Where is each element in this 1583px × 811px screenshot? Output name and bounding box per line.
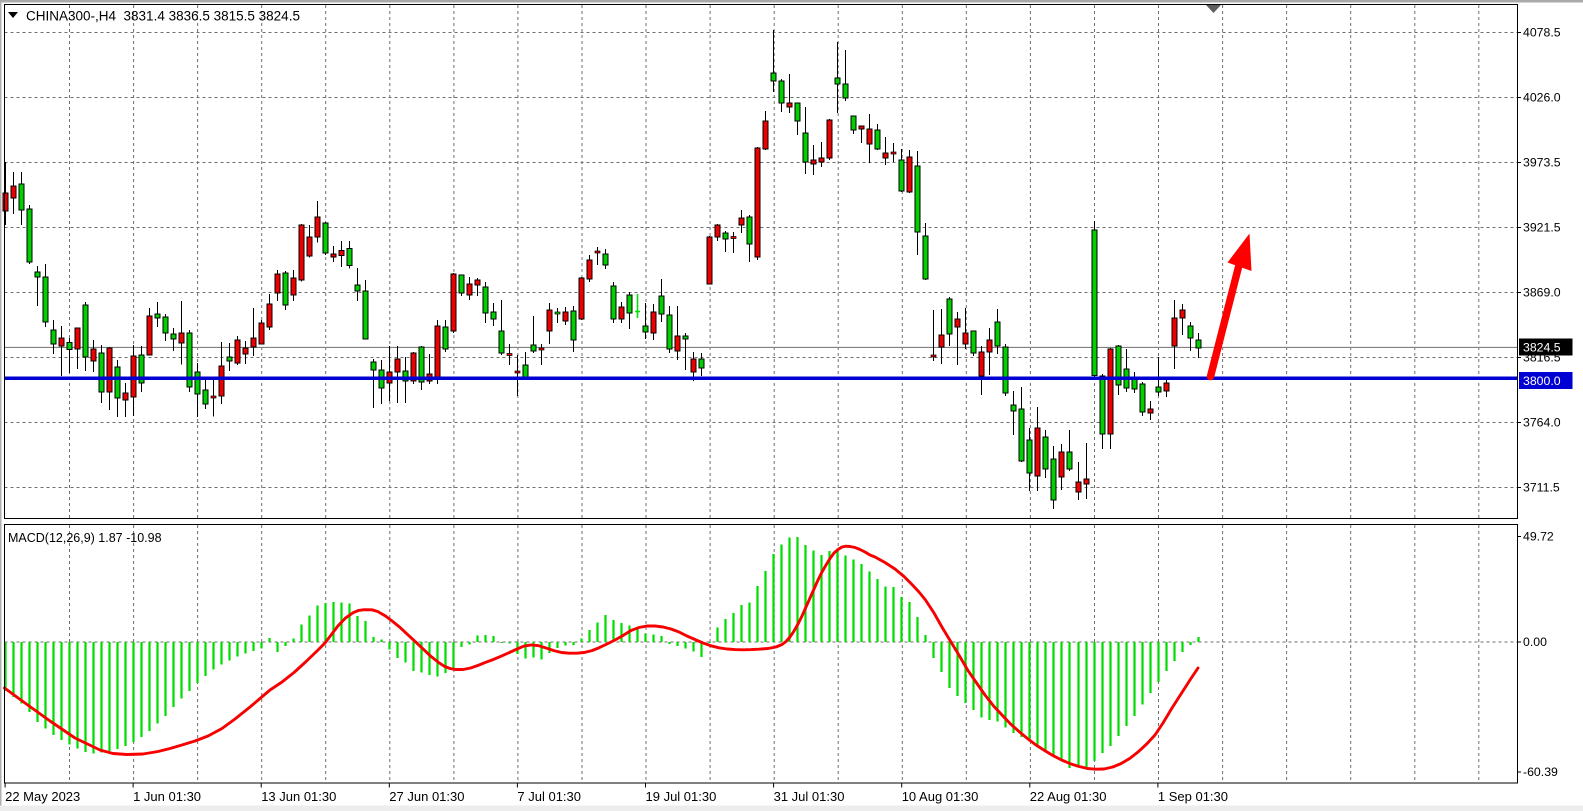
svg-text:0.00: 0.00 bbox=[1523, 635, 1547, 649]
svg-text:31 Jul 01:30: 31 Jul 01:30 bbox=[774, 789, 845, 804]
svg-text:19 Jul 01:30: 19 Jul 01:30 bbox=[646, 789, 717, 804]
svg-text:22 Aug 01:30: 22 Aug 01:30 bbox=[1030, 789, 1107, 804]
svg-text:49.72: 49.72 bbox=[1523, 530, 1554, 544]
svg-text:27 Jun 01:30: 27 Jun 01:30 bbox=[389, 789, 464, 804]
svg-text:1 Jun 01:30: 1 Jun 01:30 bbox=[133, 789, 201, 804]
svg-text:22 May 2023: 22 May 2023 bbox=[5, 789, 80, 804]
svg-text:3973.5: 3973.5 bbox=[1523, 156, 1561, 170]
svg-text:4026.0: 4026.0 bbox=[1523, 91, 1561, 105]
svg-text:3764.0: 3764.0 bbox=[1523, 416, 1561, 430]
svg-text:10 Aug 01:30: 10 Aug 01:30 bbox=[902, 789, 979, 804]
svg-text:-60.39: -60.39 bbox=[1523, 765, 1558, 779]
svg-text:4078.5: 4078.5 bbox=[1523, 26, 1561, 40]
svg-text:3824.5: 3824.5 bbox=[1523, 341, 1561, 355]
svg-text:3711.5: 3711.5 bbox=[1523, 481, 1560, 495]
svg-text:3921.5: 3921.5 bbox=[1523, 221, 1561, 235]
svg-text:3800.0: 3800.0 bbox=[1523, 374, 1561, 388]
svg-text:1 Sep 01:30: 1 Sep 01:30 bbox=[1158, 789, 1228, 804]
svg-text:13 Jun 01:30: 13 Jun 01:30 bbox=[261, 789, 336, 804]
svg-text:3869.0: 3869.0 bbox=[1523, 286, 1561, 300]
svg-text:MACD(12,26,9) 1.87 -10.98: MACD(12,26,9) 1.87 -10.98 bbox=[8, 531, 162, 545]
svg-text:7 Jul 01:30: 7 Jul 01:30 bbox=[517, 789, 581, 804]
svg-text:CHINA300-,H4 3831.4 3836.5 38: CHINA300-,H4 3831.4 3836.5 3815.5 3824.5 bbox=[26, 9, 300, 24]
